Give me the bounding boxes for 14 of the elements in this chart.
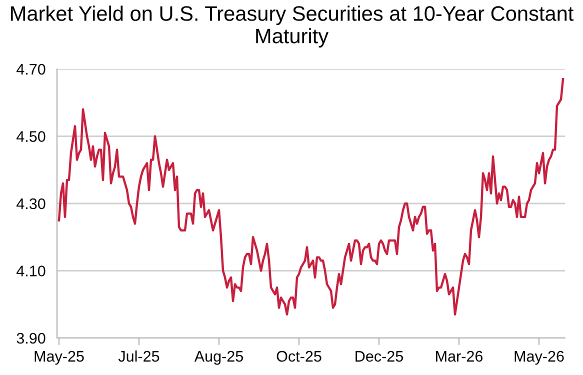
x-tick-label: Dec-25: [356, 350, 403, 362]
y-tick-label: 4.30: [16, 198, 46, 210]
line-series: [58, 78, 564, 316]
x-tick-label: Jul-25: [118, 350, 160, 362]
y-tick-label: 4.70: [16, 64, 46, 75]
x-tick-label: Mar-26: [436, 350, 483, 362]
y-tick-label: 4.10: [16, 266, 46, 276]
x-tick-label: May-25: [34, 350, 84, 365]
x-tick-label: Aug-25: [194, 350, 243, 365]
x-tick-label: Oct-25: [276, 350, 322, 362]
y-tick-label: 3.90: [16, 332, 46, 344]
y-tick-label: 4.50: [16, 131, 46, 142]
chart-title: Market Yield on U.S. Treasury Securities at 10-Year Constant Maturity: [11, 6, 574, 48]
x-tick-label: May-26: [514, 350, 564, 365]
